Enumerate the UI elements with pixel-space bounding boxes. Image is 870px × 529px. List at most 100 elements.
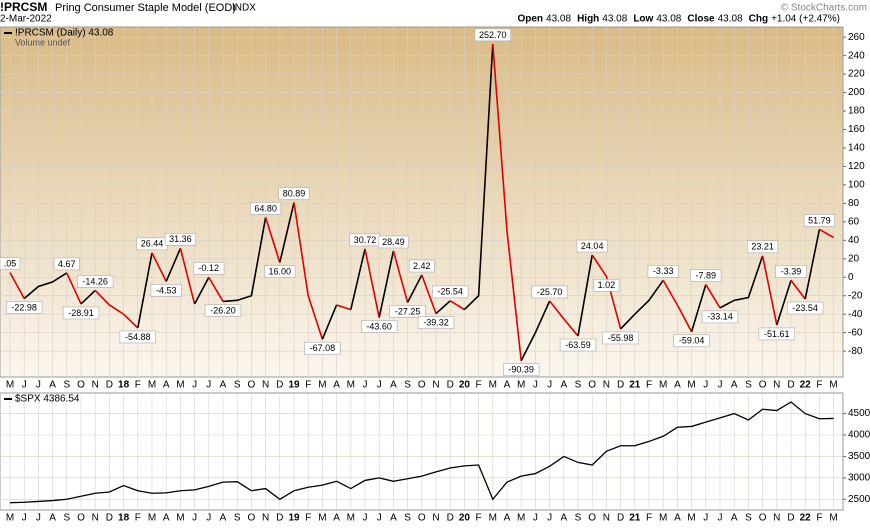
y-tick-label: 140 bbox=[848, 143, 865, 154]
y-tick-label: 80 bbox=[848, 198, 860, 209]
quote-value: 43.08 bbox=[546, 14, 571, 25]
x-tick-label: S bbox=[745, 380, 752, 391]
label-box bbox=[474, 28, 511, 42]
x-tick-label: A bbox=[220, 513, 227, 524]
x-tick-label: 18 bbox=[118, 513, 130, 524]
x-tick-label: S bbox=[234, 513, 241, 524]
x-tick-label: S bbox=[404, 380, 411, 391]
y-tick-label: 260 bbox=[848, 32, 865, 43]
line-segment bbox=[719, 255, 764, 309]
line-segment bbox=[577, 254, 593, 337]
line-segment bbox=[264, 217, 281, 263]
label-box bbox=[304, 341, 341, 355]
y-tick-label: 0 bbox=[848, 272, 854, 283]
label-box bbox=[250, 202, 282, 215]
label-box bbox=[593, 279, 620, 292]
data-label: -3.39 bbox=[781, 266, 802, 276]
label-box bbox=[77, 275, 114, 288]
x-tick-label: M bbox=[489, 380, 497, 391]
x-tick-label: J bbox=[718, 513, 723, 524]
data-label: 2.42 bbox=[413, 261, 431, 271]
label-box bbox=[204, 304, 242, 317]
x-tick-label: J bbox=[206, 380, 211, 391]
x-tick-label: M bbox=[829, 380, 837, 391]
y-tick-label: 120 bbox=[848, 161, 865, 172]
x-tick-label: F bbox=[305, 380, 311, 391]
y-tick-label: -40 bbox=[848, 309, 863, 320]
x-tick-label: M bbox=[517, 380, 525, 391]
line-segment bbox=[321, 304, 338, 340]
quote-value: 43.08 bbox=[718, 14, 743, 25]
label-box bbox=[164, 233, 196, 246]
copyright: © StockCharts.com bbox=[781, 3, 867, 14]
x-tick-label: A bbox=[163, 513, 170, 524]
line-segment bbox=[151, 252, 167, 282]
data-label: 51.79 bbox=[808, 215, 831, 225]
x-tick-label: J bbox=[377, 380, 382, 391]
line-segment bbox=[548, 300, 579, 337]
data-label: 26.44 bbox=[141, 239, 164, 249]
y-tick-label: 4500 bbox=[848, 408, 870, 419]
x-tick-label: J bbox=[36, 380, 41, 391]
x-tick-label: J bbox=[547, 513, 552, 524]
data-label: -25.54 bbox=[437, 287, 463, 297]
x-tick-label: D bbox=[787, 380, 794, 391]
x-tick-label: A bbox=[333, 513, 340, 524]
label-box bbox=[119, 330, 157, 344]
x-tick-label: A bbox=[560, 513, 567, 524]
x-tick-label: M bbox=[687, 513, 695, 524]
x-tick-label: N bbox=[262, 513, 269, 524]
y-tick-label: 3500 bbox=[848, 451, 870, 462]
x-tick-label: J bbox=[547, 380, 552, 391]
data-label: -25.70 bbox=[537, 287, 563, 297]
x-tick-label: M bbox=[148, 513, 156, 524]
data-label: 80.89 bbox=[283, 188, 306, 198]
label-box bbox=[747, 240, 779, 254]
x-tick-label: N bbox=[92, 513, 99, 524]
line-segment bbox=[80, 289, 96, 305]
x-tick-label: O bbox=[588, 513, 596, 524]
date: 2-Mar-2022 bbox=[0, 14, 52, 25]
line-segment bbox=[492, 43, 522, 361]
x-tick-label: J bbox=[22, 380, 27, 391]
label-box bbox=[673, 334, 710, 348]
y-tick-label: -80 bbox=[848, 346, 863, 357]
line-segment bbox=[520, 300, 551, 362]
x-tick-label: S bbox=[404, 513, 411, 524]
x-tick-label: N bbox=[262, 380, 269, 391]
x-tick-label: O bbox=[248, 513, 256, 524]
line bbox=[9, 401, 834, 504]
x-tick-label: D bbox=[617, 513, 624, 524]
data-label: 28.49 bbox=[382, 237, 405, 247]
legend-note: Volume undef bbox=[15, 37, 71, 47]
x-tick-label: D bbox=[617, 380, 624, 391]
x-tick-label: F bbox=[305, 513, 311, 524]
line-segment bbox=[804, 229, 821, 300]
x-tick-label: A bbox=[49, 513, 56, 524]
x-tick-label: J bbox=[192, 513, 197, 524]
x-tick-label: A bbox=[731, 380, 738, 391]
x-tick-label: M bbox=[489, 513, 497, 524]
x-tick-label: N bbox=[603, 513, 610, 524]
label-box bbox=[389, 305, 426, 318]
x-tick-label: 20 bbox=[459, 513, 471, 524]
x-tick-label: M bbox=[517, 513, 525, 524]
x-tick-label: N bbox=[432, 380, 439, 391]
x-tick-label: M bbox=[176, 513, 184, 524]
x-tick-label: O bbox=[759, 380, 767, 391]
data-label: -0.12 bbox=[199, 263, 220, 273]
x-tick-label: N bbox=[603, 380, 610, 391]
x-tick-label: 21 bbox=[629, 513, 641, 524]
line-segment bbox=[94, 289, 139, 329]
x-tick-label: O bbox=[248, 380, 256, 391]
data-label: -7.89 bbox=[696, 270, 717, 280]
label-box bbox=[53, 257, 80, 271]
line-segment bbox=[463, 43, 494, 311]
data-label: -39.32 bbox=[423, 317, 449, 327]
label-box bbox=[559, 338, 597, 352]
label-box bbox=[431, 285, 469, 299]
x-tick-label: J bbox=[192, 380, 197, 391]
line-segment bbox=[279, 202, 295, 263]
quote: +1.04 (+2.47%)Chg43.08Close43.08Low43.08… bbox=[517, 14, 840, 25]
